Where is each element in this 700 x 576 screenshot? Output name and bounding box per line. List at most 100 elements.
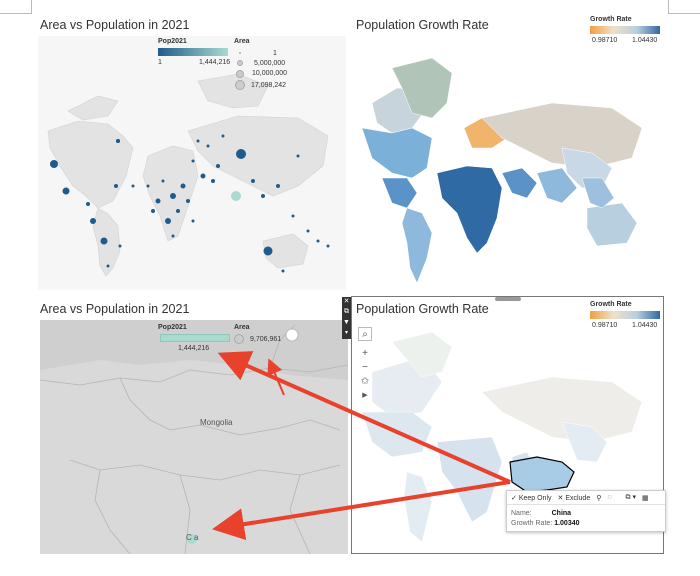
close-icon[interactable]: ✕ <box>343 298 350 305</box>
bl-pop-legend-title: Pop2021 <box>158 324 187 331</box>
top-right-map[interactable] <box>352 48 662 290</box>
bubble <box>90 218 96 224</box>
tooltip-body: Name: China Growth Rate: 1.00340 <box>507 505 665 533</box>
plus-icon[interactable]: + <box>362 348 368 359</box>
bl-area-legend-value: 9,706,961 <box>250 336 282 343</box>
bottom-left-map[interactable] <box>40 320 348 554</box>
bubble <box>100 237 108 245</box>
tooltip-rate-key: Growth Rate: <box>511 520 553 527</box>
tooltip: ✓ Keep Only ✕ Exclude ⚲ ◌ ⧉ ▾ ▦ Name: Chi… <box>506 490 666 532</box>
drag-handle[interactable] <box>495 297 521 301</box>
bubble <box>165 218 171 224</box>
bl-pop-legend-value: 1,444,216 <box>178 345 210 352</box>
pop-legend-min: 1 <box>158 59 162 66</box>
bubble <box>146 184 150 188</box>
bubble <box>291 214 295 218</box>
bubble <box>62 187 70 195</box>
bubble <box>50 160 58 168</box>
area-dot <box>237 60 243 66</box>
lightbulb-icon[interactable]: ◌ <box>607 494 612 501</box>
paperclip-icon[interactable]: ⚲ <box>596 494 602 502</box>
bubble <box>221 134 225 138</box>
bubble <box>276 184 280 188</box>
world-map-bubbles <box>47 73 330 277</box>
top-left-title: Area vs Population in 2021 <box>40 18 190 32</box>
tooltip-actions: ✓ Keep Only ✕ Exclude ⚲ ◌ ⧉ ▾ ▦ <box>507 491 665 505</box>
bubble <box>114 184 118 188</box>
keep-only-label: Keep Only <box>518 494 552 502</box>
map-label-mongolia: Mongolia <box>200 418 233 427</box>
grid-icon[interactable]: ▦ <box>642 494 649 502</box>
bubble <box>231 191 241 201</box>
group-icon[interactable]: ⧉ ▾ <box>625 494 636 501</box>
bubble <box>191 219 195 223</box>
bubble <box>191 159 195 163</box>
land-masses <box>47 73 329 277</box>
area-legend-items: 1 5,000,000 10,000,000 17,098,242 <box>234 48 314 91</box>
bubble <box>236 149 246 159</box>
bubble <box>316 239 320 243</box>
bubble <box>106 264 110 268</box>
china-bubble <box>187 534 197 544</box>
filter-icon[interactable]: ▼ <box>343 319 350 326</box>
search-icon[interactable]: ⌕ <box>358 327 372 341</box>
exclude-button[interactable]: ✕ Exclude <box>557 494 591 502</box>
side-toolbar: ✕ ⧉ ▼ ▾ <box>342 297 351 339</box>
bubble <box>151 209 155 213</box>
bubble <box>176 209 180 213</box>
tooltip-name-row: Name: China <box>511 509 661 519</box>
bubble <box>326 244 330 248</box>
bubble <box>180 183 186 189</box>
pop-bubbles <box>50 134 330 273</box>
area-legend-title: Area <box>234 38 250 45</box>
pop-legend-gradient <box>158 48 228 56</box>
growth-legend-title: Growth Rate <box>590 16 632 23</box>
top-right-title: Population Growth Rate <box>356 18 489 32</box>
bubble <box>261 194 265 198</box>
area-legend-item-4: 17,098,242 <box>251 81 287 89</box>
bubble <box>186 199 190 203</box>
keep-only-button[interactable]: ✓ Keep Only <box>511 494 552 502</box>
map-controls: ⌕ + − ✩ ▶ <box>358 327 374 403</box>
bubble <box>161 179 165 183</box>
corner-mark-left <box>0 0 32 14</box>
bubble <box>116 139 120 143</box>
bubble <box>296 154 300 158</box>
china-marker-label: C a <box>186 533 199 542</box>
world-map-choropleth <box>361 57 643 284</box>
area-dot <box>235 80 245 90</box>
bl-area-legend-title: Area <box>234 324 250 331</box>
bubble <box>171 234 175 238</box>
bubble <box>251 179 255 183</box>
bubble <box>211 179 215 183</box>
bubble <box>281 269 285 273</box>
tooltip-name-value: China <box>551 510 572 517</box>
bottom-left-title: Area vs Population in 2021 <box>40 302 190 316</box>
top-left-map[interactable] <box>38 36 346 290</box>
exclude-label: Exclude <box>565 494 591 502</box>
play-icon[interactable]: ▶ <box>362 392 368 399</box>
bl-area-legend-dot <box>234 334 244 344</box>
bubble <box>131 184 135 188</box>
br-growth-legend-title: Growth Rate <box>590 301 632 308</box>
dropdown-icon[interactable]: ▾ <box>344 330 348 336</box>
pop-legend-max: 1,444,216 <box>199 59 231 66</box>
popout-icon[interactable]: ⧉ <box>344 308 349 315</box>
br-growth-legend-min: 0.98710 <box>592 322 618 329</box>
pin-icon[interactable]: ✩ <box>360 376 370 387</box>
area-legend-item-3: 10,000,000 <box>252 70 288 77</box>
bubble <box>200 173 206 179</box>
bubble <box>118 244 122 248</box>
area-legend-item-1: 1 <box>273 49 277 57</box>
br-growth-legend-max: 1.04430 <box>632 322 658 329</box>
area-dot <box>236 69 244 78</box>
bubble <box>206 144 210 148</box>
bubble <box>306 229 310 233</box>
bubble <box>86 202 90 206</box>
bottom-right-title: Population Growth Rate <box>356 302 489 316</box>
tooltip-name-key: Name: <box>511 510 532 517</box>
minus-icon[interactable]: − <box>362 362 368 373</box>
tooltip-rate-row: Growth Rate: 1.00340 <box>511 519 661 529</box>
bubble <box>263 246 273 256</box>
zoomed-map-svg <box>40 320 348 554</box>
